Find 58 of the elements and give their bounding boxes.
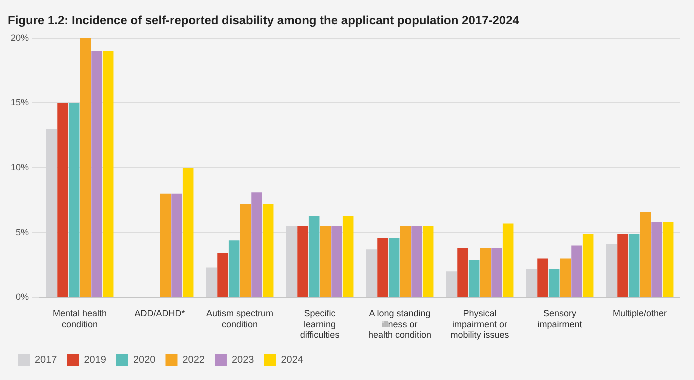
bar xyxy=(458,248,468,298)
bar xyxy=(618,234,628,298)
bar xyxy=(308,216,320,298)
bar xyxy=(412,226,422,298)
y-tick-label: 5% xyxy=(16,227,30,238)
x-tick-label: Physical impairment or mobility issues xyxy=(450,308,510,340)
bar xyxy=(538,258,548,298)
bar xyxy=(92,51,102,298)
x-tick-label: Specific learning difficulties xyxy=(300,308,340,340)
y-tick-label: 0% xyxy=(16,292,30,302)
bar xyxy=(662,222,674,298)
legend-label: 2017 xyxy=(35,354,58,366)
bar xyxy=(102,51,114,298)
y-tick-label: 10% xyxy=(11,162,30,172)
bar xyxy=(182,168,194,298)
bar xyxy=(320,226,332,298)
x-tick-label: Multiple/other xyxy=(612,308,668,318)
bar xyxy=(548,269,560,298)
bar xyxy=(468,260,480,298)
bar xyxy=(68,103,80,298)
bar xyxy=(80,38,92,298)
bar xyxy=(572,246,582,298)
x-tick-label: A long standing illness or health condition xyxy=(368,308,432,340)
bar xyxy=(240,204,252,298)
bar xyxy=(422,226,434,298)
y-tick-label: 15% xyxy=(11,98,30,108)
bar xyxy=(388,238,400,298)
bar xyxy=(400,226,412,298)
legend-label: 2020 xyxy=(133,354,156,366)
bar xyxy=(252,192,262,298)
legend-label: 2019 xyxy=(84,354,107,366)
bar xyxy=(262,204,274,298)
bar xyxy=(492,248,502,298)
y-tick-label: 20% xyxy=(11,32,30,43)
bar xyxy=(480,248,492,298)
bar xyxy=(58,103,68,298)
bar xyxy=(298,226,308,298)
bar xyxy=(582,234,594,298)
bar xyxy=(342,216,354,298)
bar xyxy=(172,194,182,298)
x-tick-label: Autism spectrum condition xyxy=(206,308,274,330)
legend-label: 2022 xyxy=(182,354,206,366)
legend-label: 2023 xyxy=(232,354,255,366)
bar xyxy=(160,194,172,298)
bar xyxy=(332,226,342,298)
chart-title: Figure 1.2: Incidence of self-reported disability among the applicant population 2017-2024 xyxy=(8,14,520,28)
x-tick-label: ADD/ADHD* xyxy=(134,308,186,318)
x-tick-label: Sensory impairment xyxy=(538,308,583,330)
x-tick-label: Mental health condition xyxy=(52,308,108,330)
bar xyxy=(560,258,572,298)
bar xyxy=(628,234,640,298)
bar xyxy=(640,212,652,298)
bar xyxy=(378,238,388,298)
bar xyxy=(218,254,228,298)
legend-label: 2024 xyxy=(281,354,304,366)
bar xyxy=(502,224,514,298)
bar xyxy=(652,222,662,298)
bar xyxy=(228,240,240,298)
